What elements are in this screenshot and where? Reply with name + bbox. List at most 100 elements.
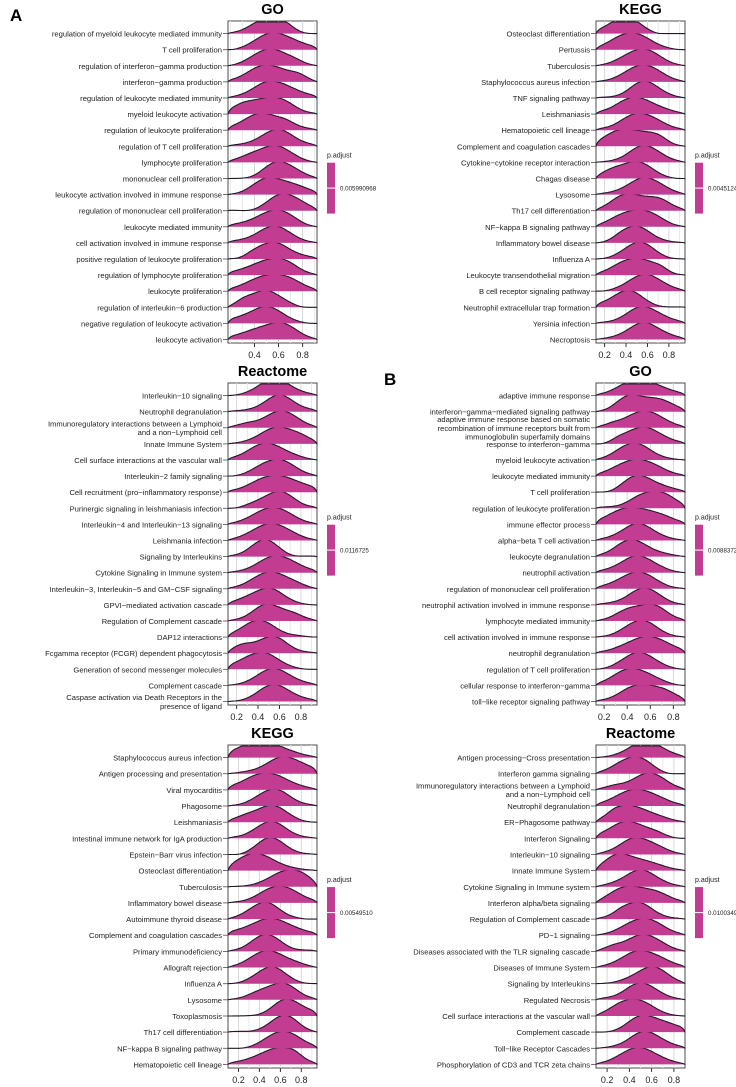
svg-text:Cytokine Signaling in Immune s: Cytokine Signaling in Immune system [463,883,590,892]
svg-text:Hematopoietic cell lineage: Hematopoietic cell lineage [133,1060,222,1069]
svg-text:Autoimmune thyroid disease: Autoimmune thyroid disease [126,915,222,924]
svg-text:Leukocyte transendothelial mig: Leukocyte transendothelial migration [466,271,590,280]
svg-text:Reactome: Reactome [606,726,675,742]
svg-text:Interferon Signaling: Interferon Signaling [524,834,590,843]
svg-text:0.8: 0.8 [668,1075,681,1085]
svg-text:Generation of second messenger: Generation of second messenger molecules [73,665,222,674]
svg-text:0.6: 0.6 [272,350,285,360]
svg-text:Staphylococcus aureus infectio: Staphylococcus aureus infection [481,78,590,87]
svg-text:lymphocyte mediated immunity: lymphocyte mediated immunity [486,617,590,626]
svg-text:Osteoclast differentiation: Osteoclast differentiation [507,30,590,39]
svg-text:0.2: 0.2 [230,712,243,722]
svg-text:Toll−like Receptor Cascades: Toll−like Receptor Cascades [494,1044,590,1053]
svg-text:regulation of mononuclear cell: regulation of mononuclear cell prolifera… [79,207,222,216]
svg-text:adaptive immune response: adaptive immune response [499,392,590,401]
svg-text:mononuclear cell proliferation: mononuclear cell proliferation [123,175,222,184]
svg-text:Pertussis: Pertussis [559,46,590,55]
svg-text:0.8: 0.8 [295,1075,308,1085]
svg-text:Interleukin−2 family signaling: Interleukin−2 family signaling [124,472,222,481]
svg-text:cell activation involved in im: cell activation involved in immune respo… [444,633,590,642]
svg-text:Complement cascade: Complement cascade [517,1028,590,1037]
svg-text:Regulation of Complement casca: Regulation of Complement cascade [102,617,222,626]
svg-text:Interferon gamma signaling: Interferon gamma signaling [498,770,590,779]
svg-text:Cell recruitment (pro−inflamma: Cell recruitment (pro−inflammatory respo… [69,488,222,497]
svg-text:Phagosome: Phagosome [181,802,222,811]
svg-text:T cell proliferation: T cell proliferation [162,46,222,55]
svg-text:Regulation of Complement casca: Regulation of Complement cascade [470,915,590,924]
svg-text:Leishmaniasis: Leishmaniasis [174,818,222,827]
svg-text:Toxoplasmosis: Toxoplasmosis [172,1012,222,1021]
svg-text:0.4: 0.4 [620,350,633,360]
svg-text:p.adjust: p.adjust [327,877,352,884]
svg-text:Influenza A: Influenza A [184,980,223,989]
svg-text:GO: GO [261,2,284,18]
svg-text:regulation of interferon−gamma: regulation of interferon−gamma productio… [79,62,222,71]
svg-text:immune effector process: immune effector process [507,520,590,529]
svg-text:Staphylococcus aureus infectio: Staphylococcus aureus infection [113,754,222,763]
svg-text:0.00451249: 0.00451249 [708,186,736,193]
svg-text:Th17 cell differentiation: Th17 cell differentiation [512,207,590,216]
svg-text:Osteoclast differentiation: Osteoclast differentiation [139,867,222,876]
svg-text:Inflammatory bowel disease: Inflammatory bowel disease [128,899,222,908]
svg-text:p.adjust: p.adjust [695,877,720,884]
svg-text:Antigen processing−Cross prese: Antigen processing−Cross presentation [457,754,590,763]
svg-text:Innate Immune System: Innate Immune System [144,440,222,449]
svg-text:regulation of T cell prolifera: regulation of T cell proliferation [486,665,590,674]
svg-text:Fcgamma receptor (FCGR) depend: Fcgamma receptor (FCGR) dependent phagoc… [45,649,222,658]
svg-text:Hematopoietic cell lineage: Hematopoietic cell lineage [501,126,590,135]
svg-text:presence of ligand: presence of ligand [160,702,222,711]
svg-text:0.4: 0.4 [621,712,634,722]
svg-text:cell activation involved in im: cell activation involved in immune respo… [76,239,222,248]
svg-text:Complement and coagulation cas: Complement and coagulation cascades [89,931,222,940]
svg-text:0.8: 0.8 [663,350,676,360]
svg-text:p.adjust: p.adjust [695,515,720,522]
svg-text:Purinergic signaling in leishm: Purinergic signaling in leishmaniasis in… [70,504,222,513]
svg-text:p.adjust: p.adjust [327,153,352,160]
svg-text:0.01003495: 0.01003495 [708,910,736,917]
svg-text:leukocyte degranulation: leukocyte degranulation [510,553,590,562]
svg-text:0.6: 0.6 [645,1075,658,1085]
svg-text:Diseases of Immune System: Diseases of Immune System [493,964,590,973]
svg-text:Phosphorylation of CD3 and TCR: Phosphorylation of CD3 and TCR zeta chai… [437,1060,590,1069]
svg-text:Antigen processing and present: Antigen processing and presentation [99,770,222,779]
svg-text:Interleukin−10 signaling: Interleukin−10 signaling [510,851,590,860]
svg-text:0.4: 0.4 [253,1075,266,1085]
svg-text:Regulated Necrosis: Regulated Necrosis [524,996,590,1005]
svg-text:0.4: 0.4 [248,350,261,360]
svg-text:0.6: 0.6 [273,712,286,722]
svg-text:Reactome: Reactome [238,364,307,380]
svg-text:Interferon alpha/beta signalin: Interferon alpha/beta signaling [488,899,590,908]
svg-text:Viral myocarditis: Viral myocarditis [166,786,222,795]
svg-text:Complement cascade: Complement cascade [149,681,222,690]
svg-text:Neutrophil extracellular trap: Neutrophil extracellular trap formation [463,303,590,312]
svg-text:Intestinal immune network for: Intestinal immune network for IgA produc… [72,834,222,843]
svg-text:0.00549510: 0.00549510 [340,910,373,917]
svg-text:Interleukin−3, Interleukin−5 a: Interleukin−3, Interleukin−5 and GM−CSF … [50,585,222,594]
svg-text:leukocyte mediated immunity: leukocyte mediated immunity [492,472,590,481]
svg-text:Inflammatory bowel disease: Inflammatory bowel disease [496,239,590,248]
svg-text:0.6: 0.6 [644,712,657,722]
svg-text:PD−1 signaling: PD−1 signaling [539,931,590,940]
svg-text:Innate Immune System: Innate Immune System [512,867,590,876]
svg-text:Allograft rejection: Allograft rejection [163,964,222,973]
svg-text:0.8: 0.8 [667,712,680,722]
svg-text:Th17 cell differentiation: Th17 cell differentiation [144,1028,222,1037]
svg-text:0.6: 0.6 [641,350,654,360]
svg-text:neutrophil activation involved: neutrophil activation involved in immune… [422,601,590,610]
svg-text:regulation of interleukin−6 pr: regulation of interleukin−6 production [97,303,222,312]
svg-text:0.2: 0.2 [598,712,611,722]
svg-text:p.adjust: p.adjust [327,515,352,522]
svg-text:Tuberculosis: Tuberculosis [179,883,222,892]
svg-text:DAP12 interactions: DAP12 interactions [157,633,222,642]
svg-text:TNF signaling pathway: TNF signaling pathway [513,94,590,103]
svg-text:Epstein−Barr virus infection: Epstein−Barr virus infection [129,851,222,860]
svg-text:Lysosome: Lysosome [188,996,222,1005]
svg-text:Complement and coagulation cas: Complement and coagulation cascades [457,142,590,151]
svg-text:negative regulation of leukocy: negative regulation of leukocyte activat… [81,319,222,328]
svg-text:toll−like receptor signaling p: toll−like receptor signaling pathway [472,698,590,707]
svg-text:Interleukin−10 signaling: Interleukin−10 signaling [142,392,222,401]
svg-text:Interleukin−4 and Interleukin−: Interleukin−4 and Interleukin−13 signali… [81,520,222,529]
svg-text:NF−kappa B signaling pathway: NF−kappa B signaling pathway [117,1044,222,1053]
svg-text:GPVI−mediated activation casca: GPVI−mediated activation cascade [104,601,222,610]
svg-text:regulation of T cell prolifera: regulation of T cell proliferation [118,142,222,151]
